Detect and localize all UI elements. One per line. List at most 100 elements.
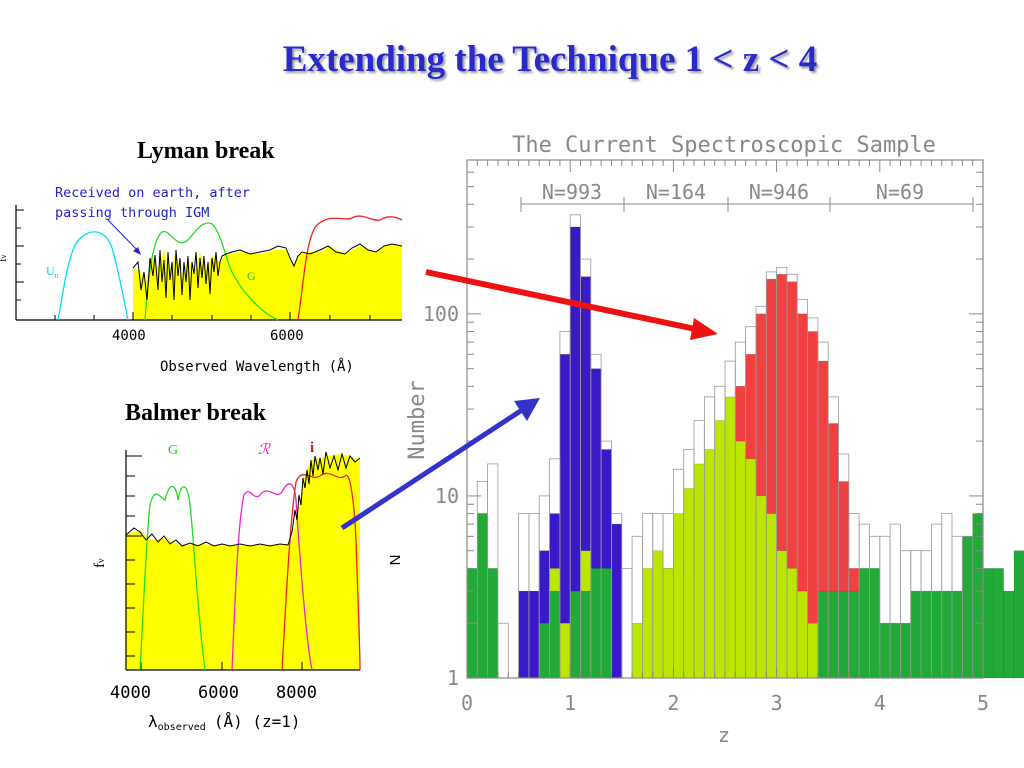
- histogram-bar: [869, 568, 881, 679]
- histogram-bar: [993, 568, 1004, 679]
- histogram-bar: [766, 513, 777, 679]
- histogram-bar: [559, 622, 571, 679]
- histogram-bar: [796, 590, 808, 679]
- histogram-bar: [858, 568, 870, 679]
- balmer-r-label: ℛ: [258, 442, 271, 458]
- histogram-bar: [755, 495, 767, 679]
- histogram-ytick-label: 100: [423, 302, 459, 326]
- lyman-g-label: G: [247, 269, 256, 283]
- histogram-bar: [611, 523, 623, 679]
- sample-count-3: N=69: [876, 180, 924, 204]
- lyman-un-label: Un: [46, 264, 59, 280]
- histogram-bar: [848, 590, 860, 679]
- histogram-bar: [972, 513, 984, 679]
- histogram-bar: [642, 568, 653, 679]
- lyman-g-filter-curve: [144, 222, 279, 321]
- lyman-spectrum-curve: [132, 243, 403, 301]
- histogram-ytick-label: 10: [435, 484, 459, 508]
- histogram-bar: [724, 396, 736, 679]
- blue-arrow: [340, 398, 540, 531]
- balmer-xlabel: λobserved (Å) (z=1): [148, 712, 301, 733]
- histogram-bar: [704, 449, 715, 679]
- histogram-bar: [631, 622, 643, 679]
- histogram-bar: [879, 622, 891, 679]
- lyman-xtick-4000: 4000: [112, 328, 146, 344]
- balmer-spectrum-curve: [125, 451, 361, 547]
- histogram-xtick-label: 2: [667, 691, 679, 715]
- balmer-g-label: G: [168, 443, 178, 458]
- histogram-bar: [714, 420, 726, 679]
- redshift-histogram: The Current Spectroscopic Sample 0 1 2 3 4 51…: [387, 133, 1024, 747]
- histogram-bar: [580, 590, 592, 679]
- histogram-ylabel-alt: N: [387, 555, 404, 566]
- histogram-bar: [827, 590, 839, 679]
- sample-counts: N=993 N=164 N=946 N=69: [542, 180, 924, 204]
- balmer-spectrum-fill: [126, 454, 360, 670]
- histogram-bar: [538, 622, 550, 679]
- histogram-bar: [910, 590, 922, 679]
- histogram-xtick-label: 3: [771, 691, 783, 715]
- sample-count-1: N=164: [646, 180, 706, 204]
- histogram-bar: [776, 550, 788, 679]
- histogram-outline-bar: [621, 568, 633, 679]
- histogram-bar: [931, 590, 942, 679]
- histogram-bar: [673, 513, 684, 679]
- balmer-xtick-8000: 8000: [276, 683, 317, 703]
- balmer-g-filter-curve: [139, 485, 206, 671]
- balmer-break-heading: Balmer break: [125, 400, 267, 426]
- histogram-bar: [951, 590, 963, 679]
- histogram-bar: [900, 622, 911, 679]
- lyman-xlabel: Observed Wavelength (Å): [160, 358, 354, 375]
- histogram-bar: [1013, 550, 1024, 679]
- histogram-bar: [982, 568, 994, 679]
- lyman-annotation-line2: passing through IGM: [55, 205, 209, 221]
- histogram-xtick-label: 4: [874, 691, 886, 715]
- histogram-bar: [683, 488, 695, 679]
- balmer-i-filter-curve: [281, 472, 361, 671]
- balmer-r-filter-curve: [231, 483, 313, 671]
- histogram-bar: [941, 590, 953, 679]
- histogram-bar: [549, 590, 561, 679]
- histogram-bar: [590, 568, 602, 679]
- balmer-break-panel: G ℛ i fν 4000 6000 8000 λobserved (Å) (z=…: [92, 440, 361, 733]
- histogram-bar: [528, 590, 540, 679]
- histogram-ytick-label: 1: [447, 666, 459, 690]
- histogram-xlabel: z: [718, 723, 730, 747]
- lyman-xtick-6000: 6000: [270, 328, 304, 344]
- histogram-bar: [569, 590, 581, 679]
- histogram-bar: [662, 568, 674, 679]
- histogram-bar: [518, 590, 530, 679]
- balmer-ylabel: fν: [92, 558, 108, 568]
- histogram-bar: [807, 622, 819, 679]
- histogram-xtick-label: 1: [564, 691, 576, 715]
- balmer-xtick-6000: 6000: [198, 683, 239, 703]
- histogram-bar: [735, 440, 746, 679]
- lyman-un-filter-curve: [57, 231, 129, 321]
- histogram-bar: [693, 463, 705, 679]
- sample-count-0: N=993: [542, 180, 602, 204]
- histogram-ticks: [466, 159, 984, 679]
- histogram-bar: [745, 458, 757, 679]
- histogram-title: The Current Spectroscopic Sample: [512, 133, 936, 158]
- lyman-break-heading: Lyman break: [137, 138, 275, 164]
- lyman-annotation-line1: Received on earth, after: [55, 185, 250, 201]
- sample-brackets: [520, 197, 974, 212]
- red-arrow: [425, 269, 718, 340]
- histogram-bar: [920, 590, 932, 679]
- histogram-xtick-label: 5: [977, 691, 989, 715]
- sample-count-2: N=946: [749, 180, 809, 204]
- balmer-i-label: i: [310, 440, 314, 456]
- histogram-bar: [487, 568, 499, 679]
- histogram-bar: [817, 590, 829, 679]
- histogram-bar: [889, 622, 901, 679]
- histogram-bar: [652, 550, 664, 679]
- histogram-bar: [838, 590, 850, 679]
- histogram-bar: [1003, 590, 1015, 679]
- histogram-ylabel: Number: [405, 380, 430, 459]
- histogram-bar: [477, 513, 488, 679]
- lyman-ylabel: fν: [0, 254, 9, 262]
- lyman-break-panel: Received on earth, after passing through…: [0, 185, 403, 375]
- histogram-bar: [600, 568, 612, 679]
- histogram-outline-bar: [497, 622, 509, 679]
